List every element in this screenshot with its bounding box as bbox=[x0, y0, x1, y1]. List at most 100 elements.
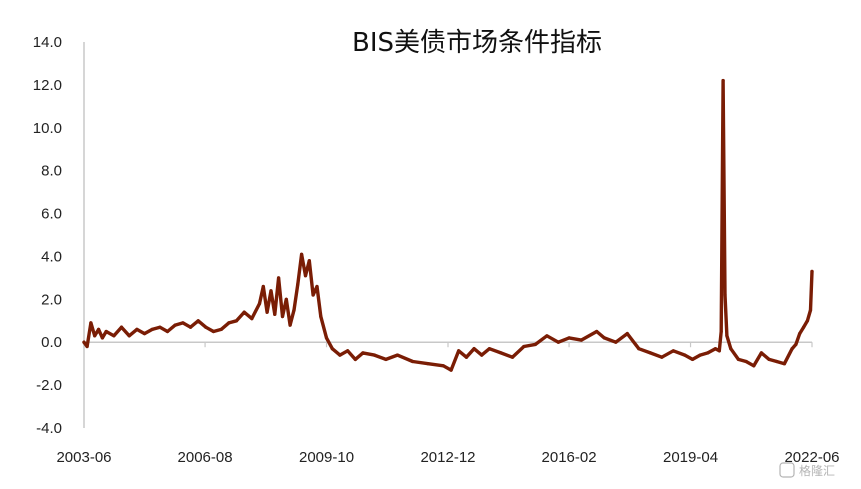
data-point bbox=[798, 332, 802, 336]
data-point bbox=[300, 252, 304, 256]
y-axis-ticks: 14.0 12.0 10.0 8.0 6.0 4.0 2.0 0.0 -2.0 -4.0 bbox=[33, 34, 62, 437]
data-point bbox=[767, 357, 771, 361]
data-point bbox=[713, 347, 718, 351]
series-line bbox=[82, 78, 814, 372]
data-point bbox=[805, 319, 810, 323]
data-point bbox=[725, 334, 729, 338]
data-point bbox=[119, 325, 124, 329]
data-point bbox=[384, 357, 388, 361]
data-point bbox=[719, 329, 723, 334]
x-tick-label: 2003-06 bbox=[56, 449, 111, 466]
data-point bbox=[93, 334, 97, 338]
x-tick-label: 2016-02 bbox=[542, 449, 597, 466]
data-point bbox=[595, 329, 599, 334]
data-point bbox=[292, 308, 296, 312]
series-points bbox=[82, 79, 814, 372]
data-point bbox=[790, 347, 794, 351]
data-point bbox=[717, 349, 721, 353]
data-point bbox=[556, 340, 560, 344]
data-point bbox=[810, 269, 814, 274]
data-point bbox=[637, 347, 641, 351]
data-point bbox=[775, 359, 779, 364]
data-point bbox=[261, 284, 265, 289]
data-point bbox=[533, 342, 538, 346]
data-point bbox=[457, 349, 461, 353]
data-point bbox=[277, 276, 281, 280]
data-point bbox=[721, 79, 725, 83]
data-point bbox=[346, 349, 350, 353]
data-point bbox=[219, 327, 223, 331]
data-point bbox=[135, 327, 139, 331]
watermark: 格隆汇 bbox=[779, 462, 835, 478]
data-point bbox=[648, 351, 652, 355]
data-point bbox=[441, 364, 445, 368]
x-tick-label: 2012-12 bbox=[420, 449, 475, 466]
y-tick-label: 14.0 bbox=[33, 34, 62, 51]
data-point bbox=[307, 259, 311, 263]
data-point bbox=[257, 302, 262, 306]
data-point bbox=[372, 353, 376, 357]
y-tick-label: 6.0 bbox=[41, 206, 62, 223]
data-point bbox=[280, 314, 285, 319]
data-point bbox=[449, 368, 453, 372]
data-point bbox=[142, 332, 147, 336]
y-tick-label: 2.0 bbox=[41, 291, 62, 308]
data-point bbox=[173, 323, 177, 327]
y-tick-label: -2.0 bbox=[36, 377, 62, 394]
y-tick-label: 10.0 bbox=[33, 120, 62, 137]
data-point bbox=[395, 353, 399, 357]
data-point bbox=[181, 321, 185, 325]
data-point bbox=[112, 334, 116, 338]
data-point bbox=[227, 321, 231, 325]
y-tick-label: 12.0 bbox=[33, 77, 62, 94]
data-point bbox=[104, 329, 108, 334]
data-point bbox=[85, 344, 89, 349]
data-point bbox=[698, 353, 702, 357]
data-point bbox=[729, 347, 733, 351]
data-point bbox=[802, 325, 806, 329]
data-point bbox=[338, 353, 342, 357]
data-point bbox=[683, 353, 687, 357]
data-point bbox=[204, 325, 208, 329]
data-point bbox=[165, 329, 170, 334]
data-point bbox=[480, 353, 484, 357]
data-point bbox=[273, 312, 277, 316]
data-point bbox=[614, 340, 618, 344]
data-point bbox=[808, 308, 813, 312]
data-point bbox=[265, 310, 269, 314]
data-point bbox=[706, 351, 710, 355]
x-tick-label: 2006-08 bbox=[178, 449, 233, 466]
data-point bbox=[499, 351, 503, 355]
x-tick-label: 2009-10 bbox=[299, 449, 354, 466]
data-point bbox=[269, 289, 273, 293]
data-point bbox=[487, 347, 491, 351]
data-point bbox=[188, 325, 193, 329]
watermark-text: 格隆汇 bbox=[799, 463, 835, 478]
data-point bbox=[89, 321, 93, 325]
data-point bbox=[671, 349, 675, 353]
data-point bbox=[464, 355, 468, 359]
data-point bbox=[330, 347, 334, 351]
data-point bbox=[411, 359, 415, 364]
data-point bbox=[211, 329, 216, 334]
data-point bbox=[242, 310, 246, 314]
data-point bbox=[250, 317, 254, 321]
data-point bbox=[736, 357, 741, 361]
data-point bbox=[234, 319, 239, 323]
data-point bbox=[472, 347, 476, 351]
data-point bbox=[319, 314, 323, 319]
data-point bbox=[794, 342, 798, 346]
data-point bbox=[353, 357, 357, 361]
data-point bbox=[782, 362, 787, 366]
data-point bbox=[288, 323, 292, 327]
data-point bbox=[426, 362, 430, 366]
data-point bbox=[100, 336, 104, 340]
x-tick-label: 2022-06 bbox=[784, 449, 839, 466]
data-point bbox=[97, 327, 101, 331]
y-tick-label: -4.0 bbox=[36, 420, 62, 437]
data-point bbox=[545, 334, 549, 338]
data-point bbox=[723, 293, 727, 297]
y-tick-label: 0.0 bbox=[41, 334, 62, 351]
x-axis-ticks: 2003-06 2006-08 2009-10 2012-12 2016-02 2019-… bbox=[56, 449, 839, 466]
